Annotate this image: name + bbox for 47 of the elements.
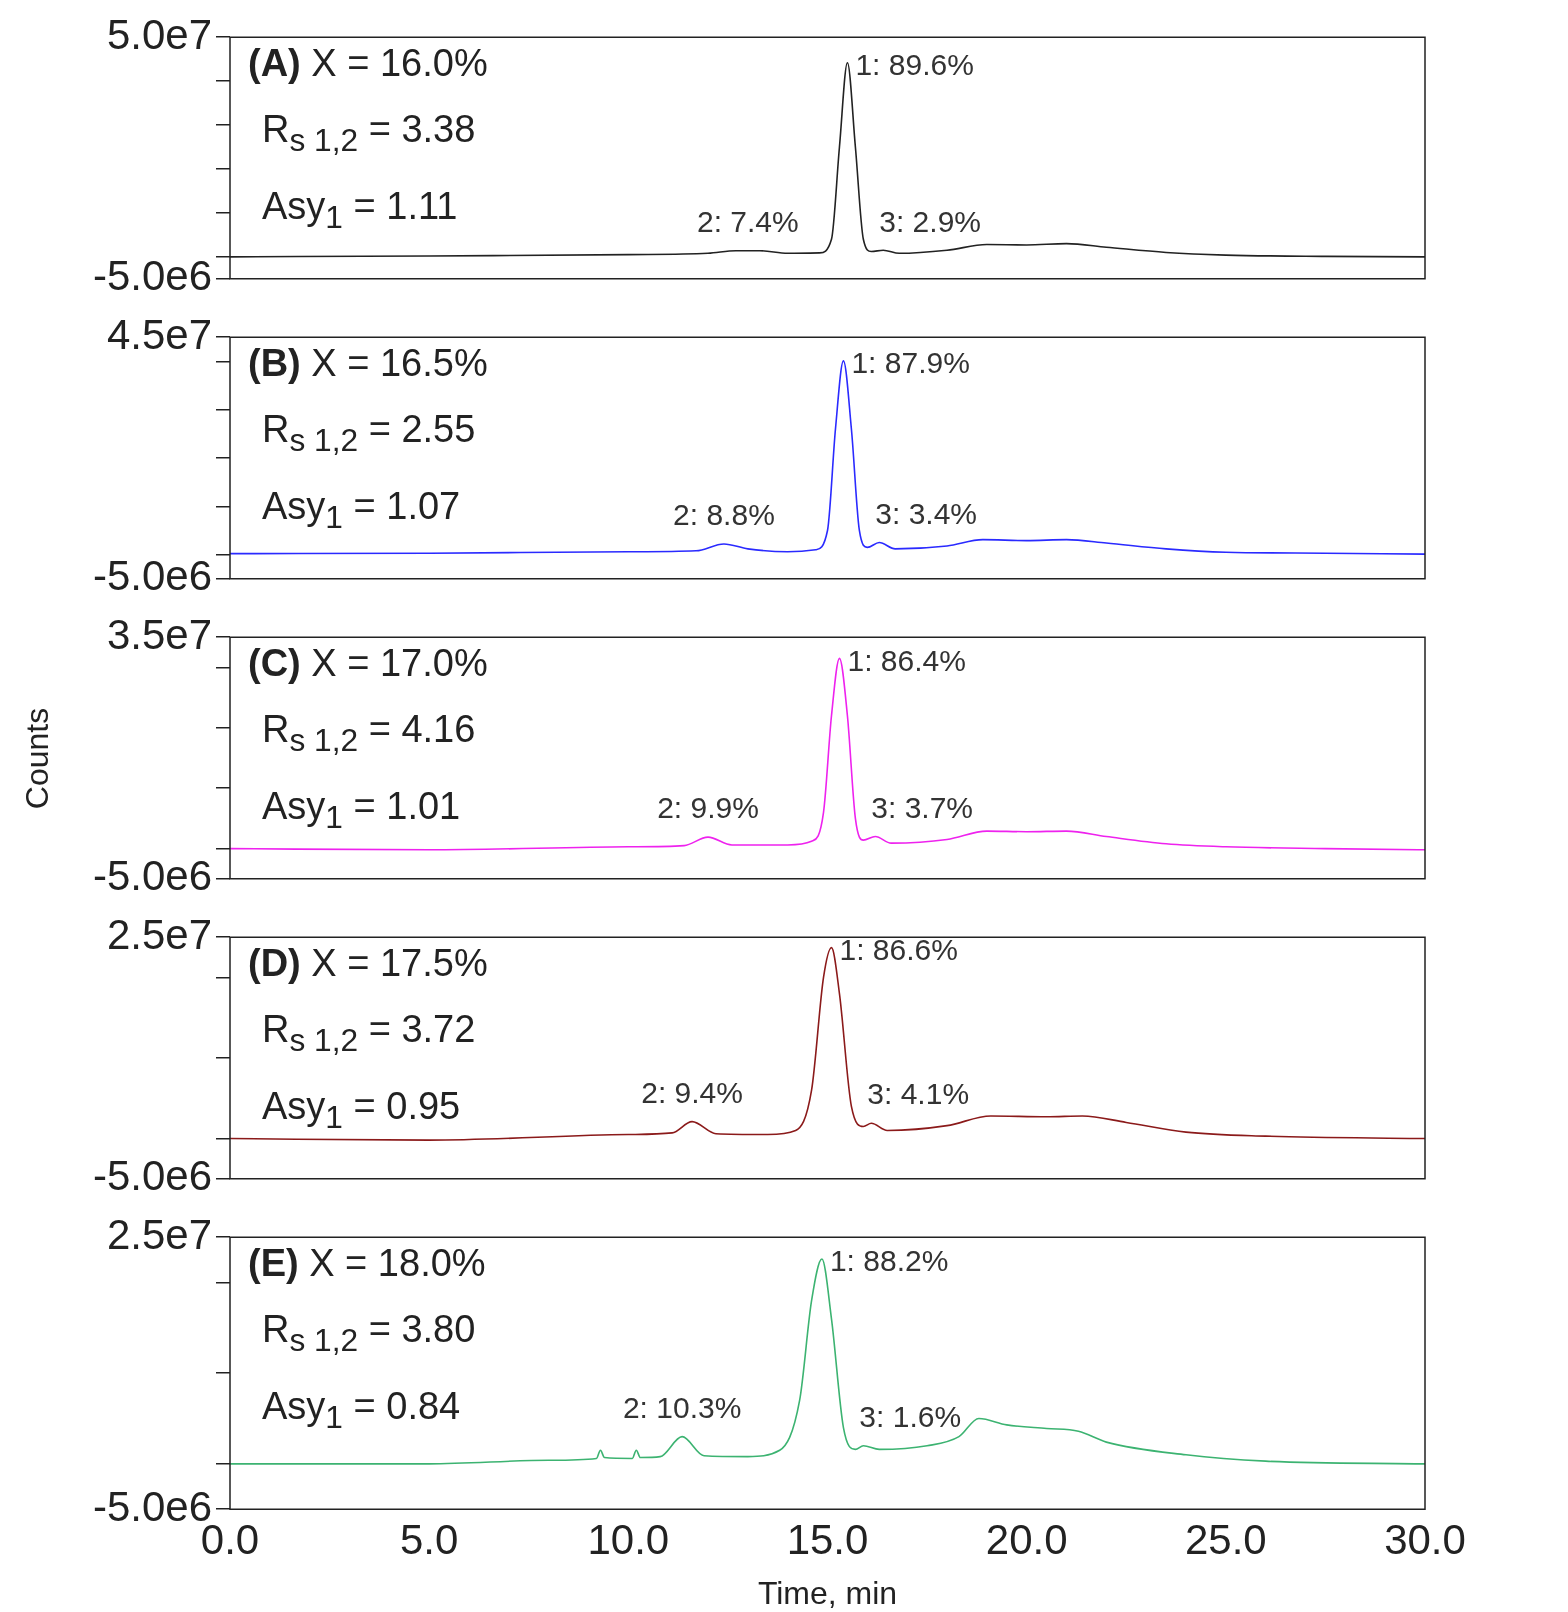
annotation: 2: 9.4% (641, 1075, 743, 1109)
annotation: 1: 89.6% (855, 47, 974, 81)
annotation: R$_{s 1,2}$ = 3.38 (262, 108, 476, 158)
annotation: 1: 88.2% (829, 1244, 949, 1278)
annotation: 2: 7.4% (696, 204, 799, 238)
annotation: 2: 10.3% (622, 1390, 742, 1424)
annotation: 3: 3.4% (875, 496, 978, 530)
annotation: 3: 4.1% (867, 1077, 970, 1111)
x-tick-label: 25.0 (1184, 1515, 1267, 1563)
annotation: R$_{s 1,2}$ = 3.72 (262, 1008, 476, 1058)
x-tick-label: 15.0 (786, 1515, 869, 1563)
annotation: (D) X = 17.5% (248, 942, 488, 984)
y-tick-label: 2.5e7 (106, 1210, 212, 1258)
y-tick-label: 2.5e7 (106, 910, 212, 958)
annotation: 3: 2.9% (879, 204, 981, 238)
x-tick-label: 20.0 (985, 1515, 1068, 1563)
annotation: R$_{s 1,2}$ = 2.55 (262, 408, 476, 458)
y-tick-label: -5.0e6 (92, 852, 212, 900)
annotation: 3: 3.7% (871, 790, 974, 824)
annotation: R$_{s 1,2}$ = 4.16 (262, 708, 476, 758)
y-axis-title: Counts (19, 707, 57, 809)
annotation: 1: 86.6% (839, 932, 958, 966)
annotation: Asy$_{1}$ = 0.84 (262, 1384, 461, 1435)
annotation: (A) X = 16.0% (248, 42, 488, 84)
annotation: 2: 9.9% (657, 791, 759, 825)
x-tick-label: 5.0 (399, 1515, 459, 1563)
annotation: (C) X = 17.0% (248, 642, 488, 684)
annotation: Asy$_{1}$ = 1.07 (262, 484, 461, 535)
annotation: (B) X = 16.5% (248, 342, 488, 384)
annotation: R$_{s 1,2}$ = 3.80 (262, 1308, 476, 1358)
y-tick-label: 5.0e7 (106, 10, 212, 58)
y-tick-label: -5.0e6 (92, 252, 212, 300)
x-axis-title: Time, min (757, 1574, 898, 1611)
annotation: Asy$_{1}$ = 1.01 (262, 784, 461, 835)
annotation: 2: 8.8% (673, 498, 775, 532)
x-tick-label: 10.0 (587, 1515, 670, 1563)
y-tick-label: 4.5e7 (106, 310, 212, 358)
annotation: (E) X = 18.0% (248, 1242, 486, 1284)
annotation: 3: 1.6% (859, 1400, 962, 1433)
y-tick-label: -5.0e6 (92, 1152, 212, 1200)
x-tick-label: 30.0 (1384, 1515, 1466, 1563)
annotation: Asy$_{1}$ = 1.11 (262, 184, 458, 235)
y-tick-label: 3.5e7 (106, 610, 212, 658)
annotation: Asy$_{1}$ = 0.95 (262, 1084, 461, 1135)
annotation: 1: 87.9% (851, 346, 970, 380)
y-tick-label: -5.0e6 (92, 552, 212, 600)
annotation: 1: 86.4% (847, 643, 966, 677)
